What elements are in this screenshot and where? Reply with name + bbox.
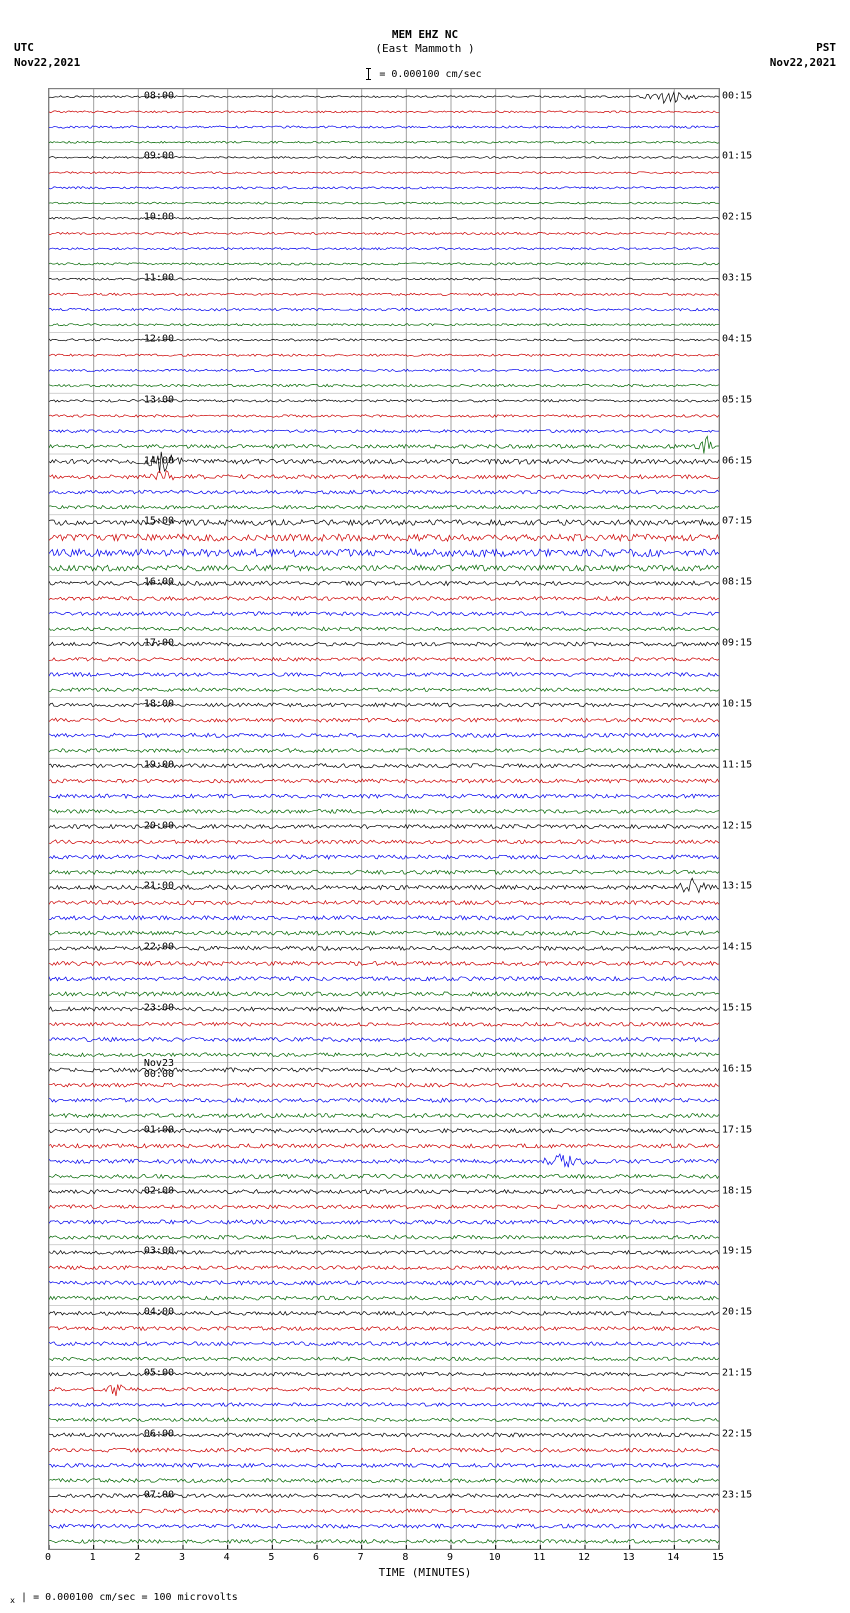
utc-label: 10:00 [130, 212, 174, 223]
scale-text: = 0.000100 cm/sec [379, 69, 481, 80]
utc-label: 17:00 [130, 638, 174, 649]
utc-label: 18:00 [130, 698, 174, 709]
seismogram-container: MEM EHZ NC (East Mammoth ) UTC Nov22,202… [0, 0, 850, 1613]
x-tick: 6 [313, 1552, 319, 1563]
utc-label: 15:00 [130, 516, 174, 527]
utc-label: 22:00 [130, 942, 174, 953]
x-tick: 8 [402, 1552, 408, 1563]
utc-label: 02:00 [130, 1185, 174, 1196]
utc-label: 08:00 [130, 90, 174, 101]
pst-label: 04:15 [722, 333, 772, 344]
x-tick: 13 [623, 1552, 635, 1563]
utc-label: 13:00 [130, 394, 174, 405]
pst-label: 05:15 [722, 394, 772, 405]
pst-label: 23:15 [722, 1489, 772, 1500]
x-tick: 4 [224, 1552, 230, 1563]
utc-label: 19:00 [130, 759, 174, 770]
x-axis-label: TIME (MINUTES) [0, 1566, 850, 1579]
scale-bar-icon [368, 68, 369, 80]
pst-label: 10:15 [722, 698, 772, 709]
pst-label: 00:15 [722, 90, 772, 101]
utc-label: 04:00 [130, 1307, 174, 1318]
utc-label: 16:00 [130, 577, 174, 588]
pst-label: 17:15 [722, 1124, 772, 1135]
seismogram-plot [48, 88, 720, 1550]
utc-label: 20:00 [130, 820, 174, 831]
utc-label: 06:00 [130, 1428, 174, 1439]
chart-title: MEM EHZ NC (East Mammoth ) [0, 28, 850, 57]
x-tick: 14 [667, 1552, 679, 1563]
pst-label: 16:15 [722, 1063, 772, 1074]
pst-label: 08:15 [722, 577, 772, 588]
x-tick: 11 [533, 1552, 545, 1563]
right-timezone-block: PST Nov22,2021 [770, 40, 836, 71]
footer-scale-text: x | = 0.000100 cm/sec = 100 microvolts [10, 1592, 238, 1605]
x-tick: 5 [268, 1552, 274, 1563]
scale-indicator: = 0.000100 cm/sec [0, 68, 850, 80]
utc-label: 12:00 [130, 333, 174, 344]
pst-label: 12:15 [722, 820, 772, 831]
utc-label: 05:00 [130, 1368, 174, 1379]
utc-label: 09:00 [130, 151, 174, 162]
pst-label: 19:15 [722, 1246, 772, 1257]
pst-label: 22:15 [722, 1428, 772, 1439]
x-tick: 10 [489, 1552, 501, 1563]
pst-label: 02:15 [722, 212, 772, 223]
seismogram-svg [49, 89, 719, 1549]
utc-label: 03:00 [130, 1246, 174, 1257]
pst-label: 15:15 [722, 1003, 772, 1014]
right-tz-name: PST [816, 41, 836, 54]
x-tick: 3 [179, 1552, 185, 1563]
utc-label: 01:00 [130, 1124, 174, 1135]
x-tick: 0 [45, 1552, 51, 1563]
x-tick: 12 [578, 1552, 590, 1563]
pst-label: 09:15 [722, 638, 772, 649]
pst-label: 13:15 [722, 881, 772, 892]
station-name: (East Mammoth ) [375, 42, 474, 55]
pst-label: 11:15 [722, 759, 772, 770]
utc-label: 23:00 [130, 1003, 174, 1014]
pst-label: 01:15 [722, 151, 772, 162]
utc-label: 11:00 [130, 273, 174, 284]
utc-label: 14:00 [130, 455, 174, 466]
x-tick: 7 [358, 1552, 364, 1563]
pst-label: 20:15 [722, 1307, 772, 1318]
utc-label: 07:00 [130, 1489, 174, 1500]
x-tick: 1 [90, 1552, 96, 1563]
pst-label: 18:15 [722, 1185, 772, 1196]
x-tick: 2 [134, 1552, 140, 1563]
x-tick: 15 [712, 1552, 724, 1563]
pst-label: 07:15 [722, 516, 772, 527]
pst-label: 03:15 [722, 273, 772, 284]
pst-label: 21:15 [722, 1368, 772, 1379]
utc-label: 21:00 [130, 881, 174, 892]
pst-label: 14:15 [722, 942, 772, 953]
station-code: MEM EHZ NC [392, 28, 458, 41]
left-tz-name: UTC [14, 41, 34, 54]
pst-label: 06:15 [722, 455, 772, 466]
left-timezone-block: UTC Nov22,2021 [14, 40, 80, 71]
x-tick: 9 [447, 1552, 453, 1563]
utc-label: Nov2300:00 [130, 1058, 174, 1080]
